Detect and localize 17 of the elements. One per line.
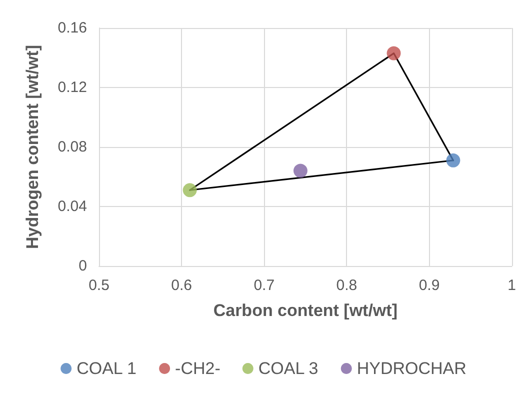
legend-label: HYDROCHAR [356, 359, 466, 378]
y-tick-label: 0.08 [58, 138, 87, 156]
x-tick-label: 0.9 [418, 277, 440, 294]
legend-label: -CH2- [175, 359, 220, 378]
legend-label: COAL 1 [76, 359, 136, 378]
y-tick-label: 0.12 [58, 79, 87, 96]
x-axis-title: Carbon content [wt/wt] [213, 301, 398, 320]
x-tick-label: 0.7 [254, 277, 275, 294]
legend-label: COAL 3 [258, 359, 318, 378]
y-tick-label: 0.04 [58, 198, 87, 215]
x-tick-label: 0.6 [171, 277, 192, 294]
y-axis-title: Hydrogen content [wt/wt] [23, 45, 42, 249]
x-tick-label: 1 [508, 277, 516, 294]
x-tick-label: 0.8 [336, 277, 358, 294]
x-tick-label: 0.5 [88, 277, 110, 294]
y-tick-label: 0 [78, 258, 87, 274]
y-tick-label: 0.16 [58, 20, 87, 36]
